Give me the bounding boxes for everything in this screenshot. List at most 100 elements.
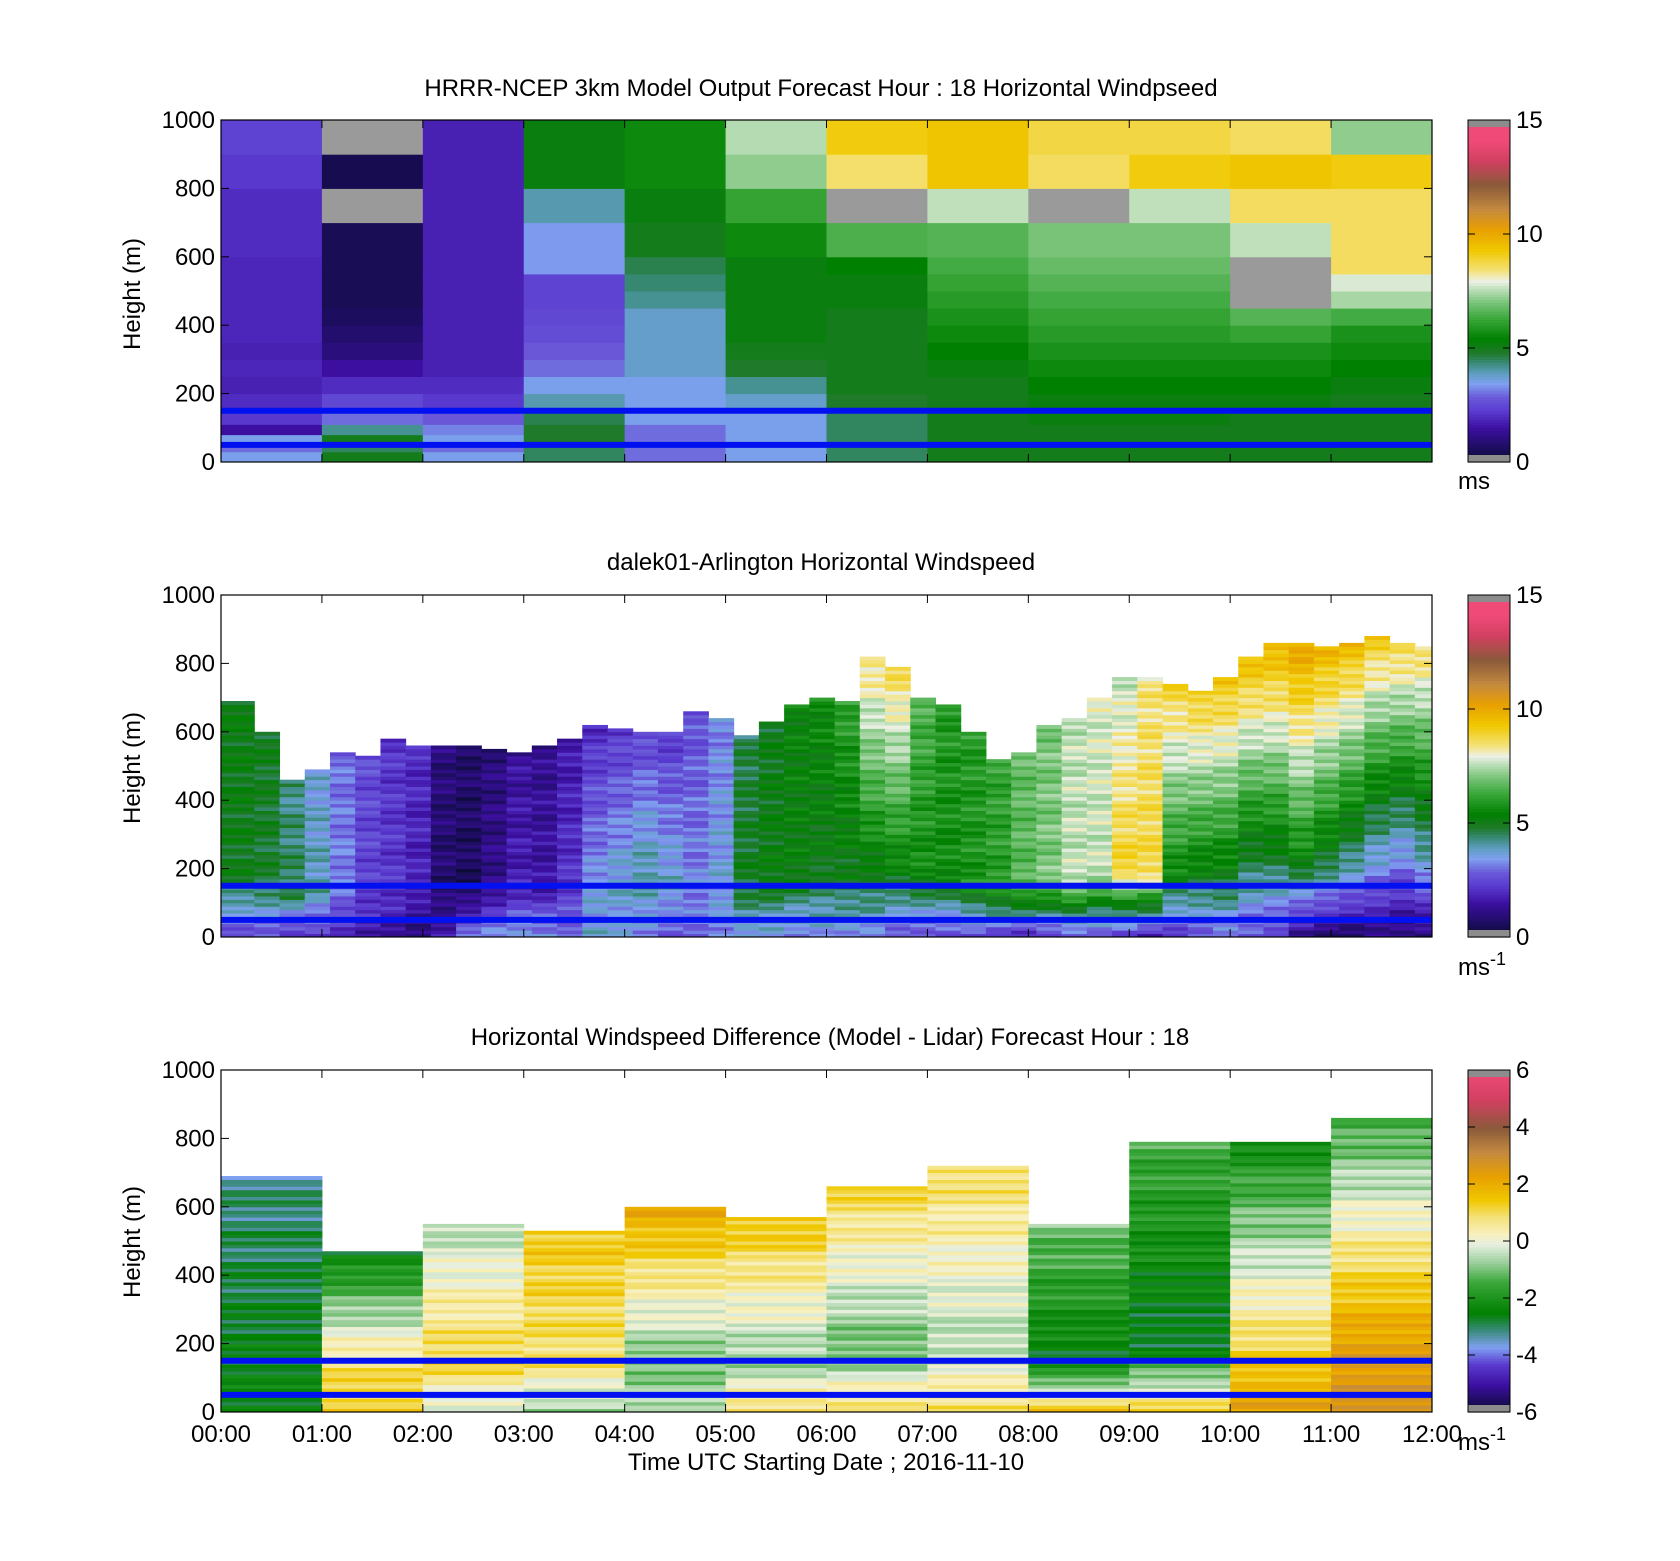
lidar-cell: [1339, 817, 1365, 822]
lidar-cell: [1313, 800, 1340, 805]
lidar-cell: [430, 858, 457, 863]
lidar-cell: [1213, 783, 1239, 788]
model-colorbar-swatch: [1468, 202, 1510, 207]
lidar-cell: [221, 926, 255, 931]
lidar-cell: [859, 906, 886, 911]
lidar-cell: [1339, 913, 1365, 917]
lidar-cell: [1137, 735, 1164, 740]
lidar-cell: [456, 899, 482, 904]
model-colorbar-swatch: [1468, 125, 1510, 130]
diff-colorbar-swatch: [1468, 1189, 1510, 1194]
lidar-cell: [1162, 872, 1189, 876]
lidar-cell: [1414, 745, 1432, 750]
lidar-cell: [221, 800, 255, 805]
lidar-cell: [1339, 738, 1365, 743]
model-cell: [422, 222, 525, 258]
lidar-cell: [1364, 824, 1391, 829]
lidar-cell: [683, 783, 709, 788]
lidar-cell: [657, 796, 684, 801]
lidar-cell: [1061, 906, 1088, 911]
model-cell: [624, 410, 727, 425]
diff-cell: [1331, 1374, 1432, 1379]
lidar-cell: [1187, 872, 1214, 876]
lidar-cell: [1313, 656, 1340, 661]
lidar-cell: [607, 824, 634, 829]
lidar-cell: [632, 926, 659, 931]
lidar-cell: [1288, 731, 1315, 736]
lidar-cell: [1288, 892, 1315, 897]
lidar-cell: [1364, 738, 1391, 743]
lidar-cell: [1288, 776, 1315, 781]
model-cell: [1230, 291, 1332, 309]
lidar-cell: [1213, 889, 1239, 894]
lidar-cell: [1288, 810, 1315, 815]
diff-cell: [725, 1295, 827, 1300]
lidar-cell: [430, 759, 457, 764]
model-colorbar-swatch: [1468, 268, 1510, 272]
lidar-cell: [859, 745, 886, 750]
lidar-cell: [960, 892, 987, 897]
lidar-cell: [329, 769, 356, 774]
diff-cell: [1028, 1278, 1130, 1283]
lidar-cell: [1112, 865, 1138, 870]
lidar-cell: [1313, 844, 1340, 849]
lidar-cell: [708, 872, 735, 876]
lidar-cell: [1414, 769, 1432, 774]
model-colorbar-swatch: [1468, 433, 1510, 437]
diff-colorbar-label: 0: [1516, 1228, 1529, 1255]
model-cell: [624, 325, 727, 343]
diff-cell: [1230, 1193, 1332, 1198]
lidar-cell: [329, 913, 356, 917]
lidar-cell: [1389, 820, 1416, 825]
lidar-cell: [1313, 895, 1340, 900]
lidar-cell: [859, 786, 886, 791]
diff-cell: [1331, 1264, 1432, 1269]
lidar-cell: [1036, 848, 1063, 852]
lidar-cell: [430, 892, 457, 897]
lidar-cell: [430, 762, 457, 767]
lidar-cell: [1112, 738, 1138, 743]
lidar-cell: [279, 807, 306, 811]
model-colorbar-swatch: [1468, 439, 1510, 443]
lidar-cell: [1288, 854, 1315, 859]
lidar-cell: [657, 793, 684, 798]
lidar-cell: [1137, 930, 1164, 935]
lidar-cell: [885, 752, 911, 757]
model-colorbar-swatch: [1468, 342, 1510, 346]
lidar-cell: [1086, 776, 1113, 781]
lidar-cell: [582, 810, 609, 815]
lidar-cell: [733, 824, 760, 829]
lidar-cell: [1162, 930, 1189, 935]
diff-cell: [1331, 1247, 1432, 1252]
lidar-cell: [708, 766, 735, 770]
lidar-cell: [683, 735, 709, 740]
lidar-cell: [1313, 683, 1340, 688]
model-cell: [221, 376, 323, 395]
diff-cell: [624, 1405, 727, 1410]
lidar-cell: [708, 721, 735, 726]
lidar-cell: [1364, 827, 1391, 832]
diff-cell: [523, 1398, 626, 1403]
lidar-cell: [632, 834, 659, 839]
lidar-cell: [221, 875, 255, 880]
lidar-cell: [1112, 755, 1138, 760]
lidar-cell: [1389, 673, 1416, 678]
diff-cell: [1129, 1384, 1231, 1389]
lidar-cell: [683, 909, 709, 914]
diff-cell: [321, 1333, 424, 1338]
lidar-cell: [885, 807, 911, 811]
model-colorbar-swatch: [1468, 188, 1510, 192]
lidar-cell: [1263, 933, 1290, 937]
lidar-cell: [481, 848, 508, 852]
lidar-cell: [935, 731, 962, 736]
lidar-cell: [910, 704, 936, 709]
lidar-cell: [1263, 810, 1290, 815]
lidar-cell: [784, 913, 810, 917]
lidar-cell: [1061, 766, 1088, 770]
lidar-cell: [221, 834, 255, 839]
diff-cell: [725, 1223, 827, 1228]
diff-cell: [826, 1271, 928, 1276]
lidar-cell: [506, 834, 533, 839]
lidar-cell: [1339, 728, 1365, 733]
diff-colorbar-swatch: [1468, 1383, 1510, 1387]
